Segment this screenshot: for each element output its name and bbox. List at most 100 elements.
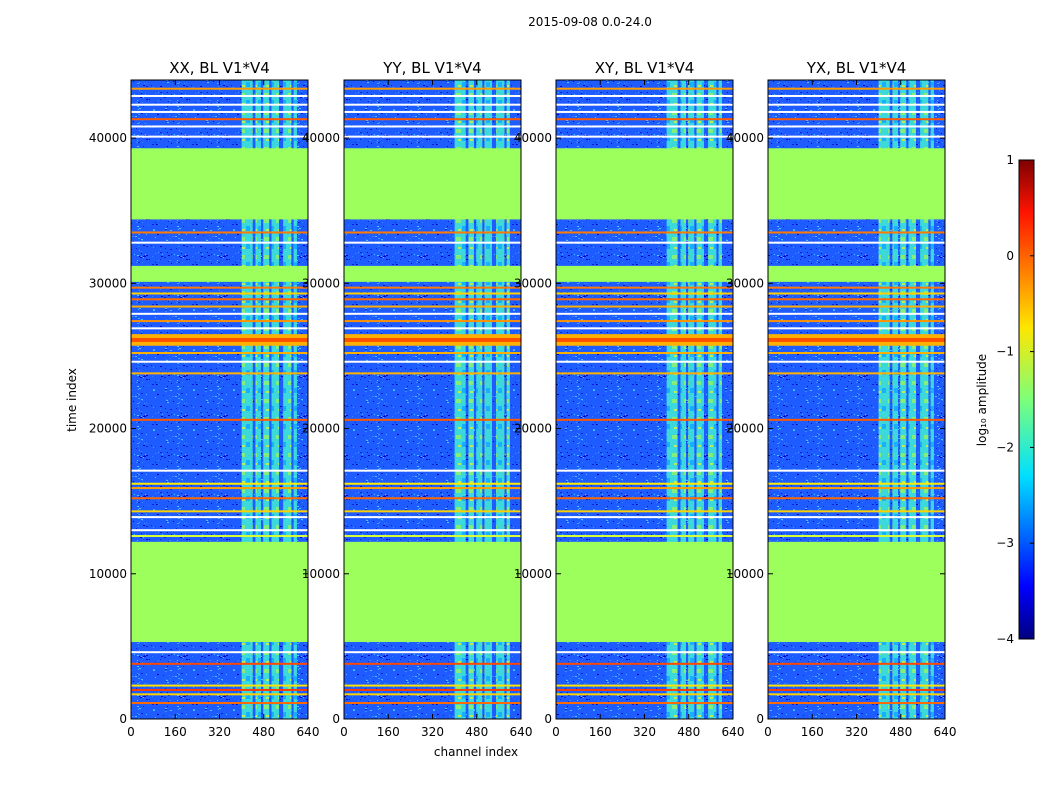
rfi-channel-band bbox=[271, 80, 279, 719]
rfi-time-line bbox=[556, 292, 733, 295]
x-tick-label: 160 bbox=[164, 725, 187, 739]
rfi-time-line bbox=[131, 651, 308, 654]
rfi-time-line bbox=[556, 241, 733, 244]
panel-1: XX, BL V1*V4 0 160 320 480 640 0 10000 20000 3000… bbox=[89, 59, 320, 739]
rfi-time-line bbox=[344, 702, 521, 705]
rfi-time-line bbox=[344, 305, 521, 308]
x-tick-label: 480 bbox=[677, 725, 700, 739]
rfi-time-line bbox=[131, 125, 308, 128]
flagged-block bbox=[556, 541, 733, 643]
bright-rfi-band bbox=[768, 337, 945, 342]
rfi-time-line bbox=[556, 469, 733, 472]
rfi-time-line bbox=[344, 360, 521, 363]
rfi-time-line bbox=[131, 352, 308, 355]
rfi-time-line bbox=[556, 286, 733, 289]
rfi-time-line bbox=[344, 651, 521, 654]
flagged-block bbox=[556, 148, 733, 220]
rfi-time-line bbox=[768, 702, 945, 705]
rfi-time-line bbox=[768, 662, 945, 665]
rfi-time-line bbox=[344, 110, 521, 113]
x-tick-label: 320 bbox=[421, 725, 444, 739]
rfi-time-line bbox=[344, 125, 521, 128]
y-tick-label: 0 bbox=[119, 712, 127, 726]
rfi-time-line bbox=[131, 110, 308, 113]
rfi-channel-band bbox=[255, 80, 261, 719]
rfi-time-line bbox=[768, 286, 945, 289]
x-tick-label: 0 bbox=[764, 725, 772, 739]
rfi-time-line bbox=[556, 305, 733, 308]
rfi-channel-band bbox=[283, 80, 292, 719]
y-tick-label: 20000 bbox=[89, 422, 127, 436]
rfi-time-line bbox=[556, 516, 733, 519]
rfi-time-line bbox=[344, 510, 521, 513]
panel-title: XY, BL V1*V4 bbox=[595, 59, 695, 77]
rfi-time-line bbox=[556, 352, 733, 355]
rfi-time-line bbox=[768, 327, 945, 330]
rfi-time-line bbox=[768, 372, 945, 375]
rfi-time-line bbox=[344, 529, 521, 532]
rfi-time-line bbox=[768, 693, 945, 696]
rfi-time-line bbox=[556, 529, 733, 532]
rfi-channel-band bbox=[468, 80, 474, 719]
rfi-time-line bbox=[344, 469, 521, 472]
rfi-time-line bbox=[344, 693, 521, 696]
rfi-time-line bbox=[344, 292, 521, 295]
rfi-time-line bbox=[768, 469, 945, 472]
rfi-channel-band bbox=[930, 80, 934, 719]
y-tick-label: 10000 bbox=[302, 567, 340, 581]
x-tick-label: 480 bbox=[465, 725, 488, 739]
panel-3: XY, BL V1*V4 0 160 320 480 640 0 10000 20000 3000… bbox=[514, 59, 745, 739]
rfi-time-line bbox=[131, 286, 308, 289]
y-tick-label: 40000 bbox=[726, 131, 764, 145]
rfi-time-line bbox=[344, 662, 521, 665]
flagged-block bbox=[131, 148, 308, 220]
y-axis-label: time index bbox=[65, 368, 79, 432]
rfi-time-line bbox=[131, 418, 308, 421]
panel-title: YX, BL V1*V4 bbox=[806, 59, 907, 77]
rfi-channel-band bbox=[484, 80, 492, 719]
rfi-time-line bbox=[344, 320, 521, 323]
y-tick-label: 40000 bbox=[302, 131, 340, 145]
rfi-channel-band bbox=[718, 80, 722, 719]
rfi-time-line bbox=[768, 125, 945, 128]
rfi-time-line bbox=[131, 360, 308, 363]
rfi-time-line bbox=[768, 292, 945, 295]
x-axis-label: channel index bbox=[434, 745, 518, 759]
figure-suptitle: 2015-09-08 0.0-24.0 bbox=[528, 15, 652, 29]
rfi-time-line bbox=[768, 103, 945, 106]
rfi-time-line bbox=[768, 360, 945, 363]
rfi-time-line bbox=[344, 487, 521, 490]
rfi-time-line bbox=[556, 418, 733, 421]
rfi-time-line bbox=[344, 118, 521, 121]
rfi-time-line bbox=[556, 693, 733, 696]
y-tick-label: 20000 bbox=[302, 422, 340, 436]
x-tick-label: 0 bbox=[340, 725, 348, 739]
bright-rfi-band bbox=[131, 337, 308, 342]
rfi-time-line bbox=[556, 684, 733, 687]
rfi-time-line bbox=[768, 320, 945, 323]
rfi-time-line bbox=[556, 320, 733, 323]
rfi-channel-band bbox=[688, 80, 695, 719]
x-tick-label: 160 bbox=[377, 725, 400, 739]
rfi-time-line bbox=[556, 662, 733, 665]
rfi-time-line bbox=[131, 327, 308, 330]
bright-rfi-band bbox=[344, 337, 521, 342]
x-tick-label: 480 bbox=[889, 725, 912, 739]
rfi-time-line bbox=[344, 94, 521, 97]
rfi-time-line bbox=[344, 87, 521, 90]
rfi-time-line bbox=[344, 516, 521, 519]
rfi-channel-band bbox=[708, 80, 717, 719]
rfi-time-line bbox=[768, 535, 945, 538]
rfi-time-line bbox=[344, 372, 521, 375]
rfi-channel-band bbox=[263, 80, 270, 719]
rfi-time-line bbox=[768, 510, 945, 513]
x-tick-label: 320 bbox=[208, 725, 231, 739]
y-tick-label: 30000 bbox=[302, 276, 340, 290]
rfi-time-line bbox=[131, 684, 308, 687]
rfi-time-line bbox=[131, 469, 308, 472]
rfi-time-line bbox=[556, 535, 733, 538]
rfi-time-line bbox=[768, 298, 945, 301]
rfi-time-line bbox=[556, 125, 733, 128]
x-tick-label: 320 bbox=[845, 725, 868, 739]
